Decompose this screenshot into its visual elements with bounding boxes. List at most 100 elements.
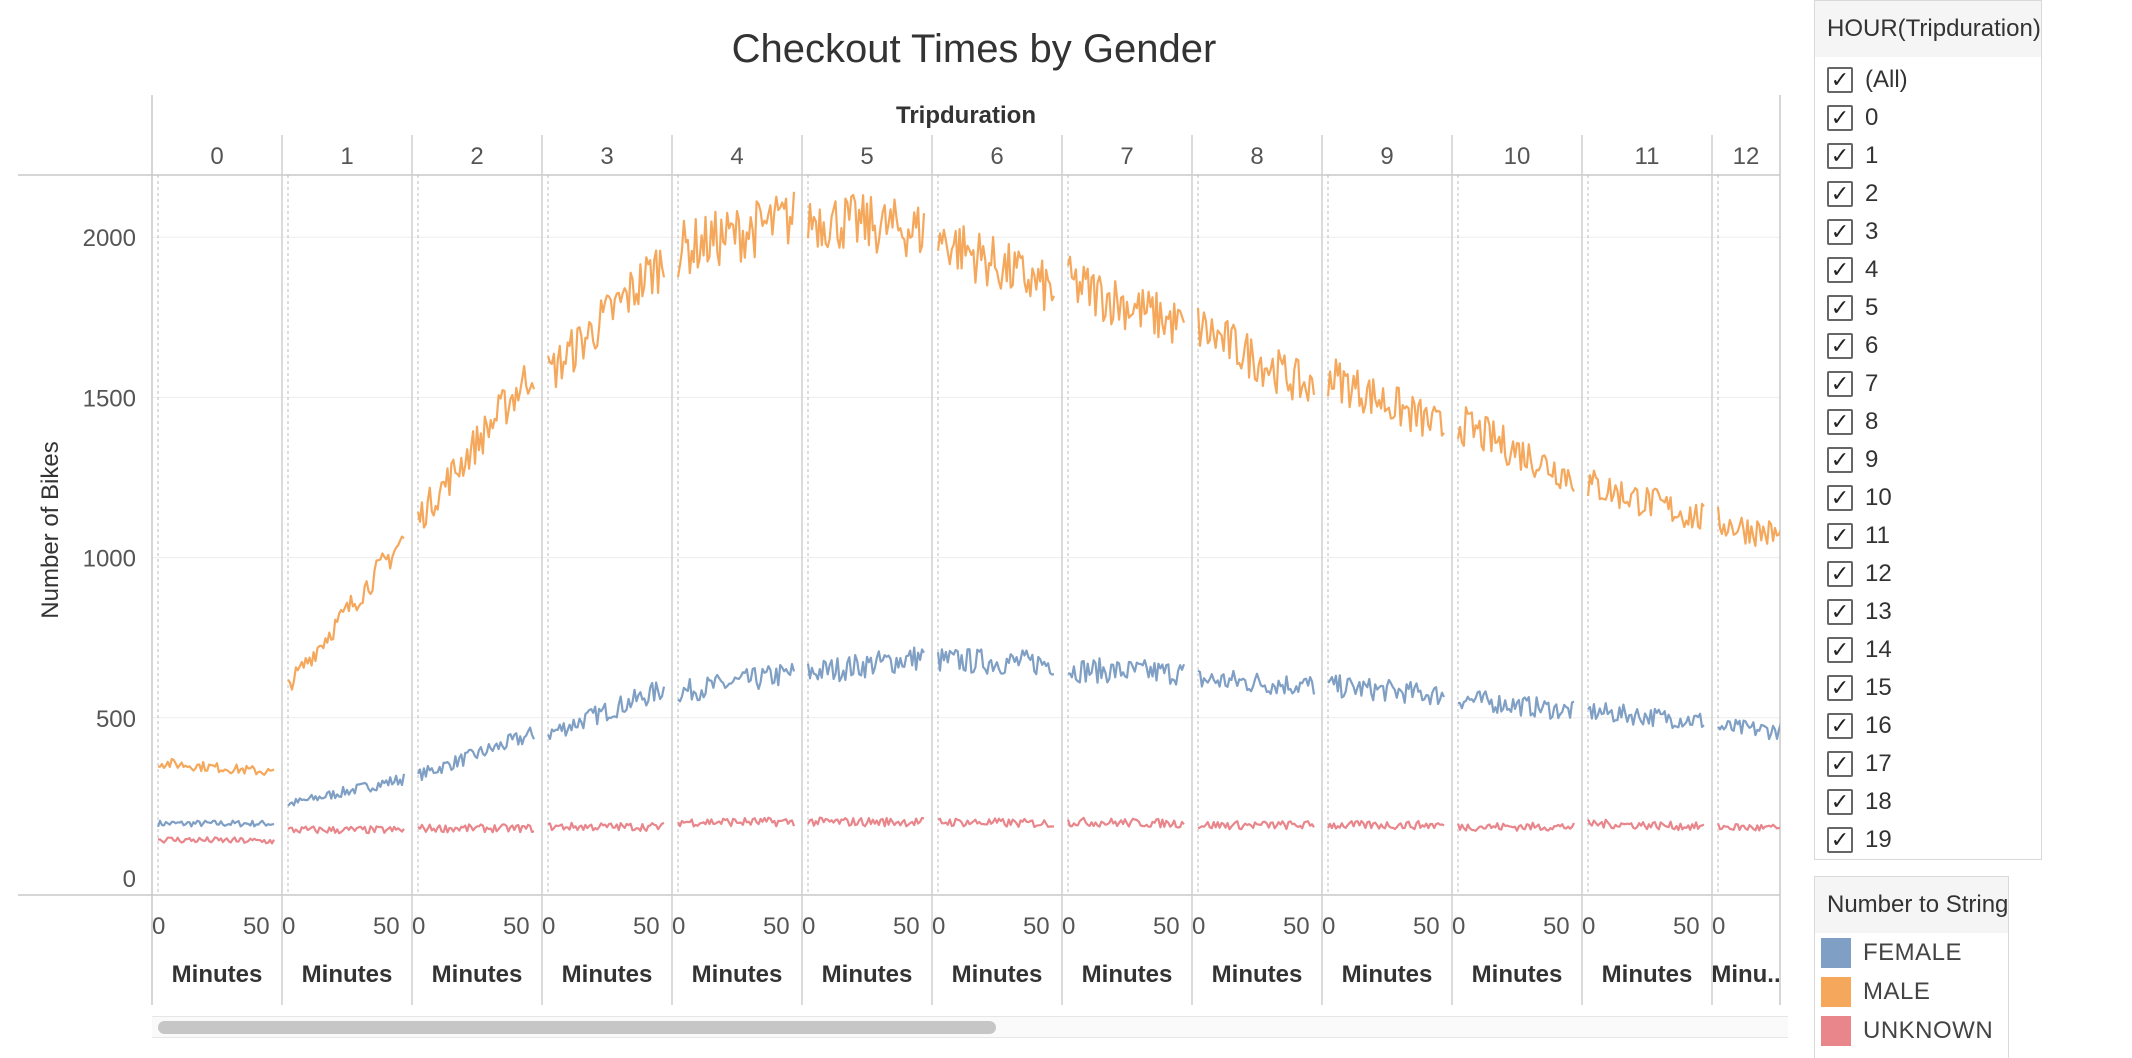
checkbox-checked-icon[interactable]: ✓	[1827, 143, 1853, 169]
filter-item[interactable]: ✓ 16	[1815, 707, 2041, 745]
filter-item[interactable]: ✓ 4	[1815, 251, 2041, 289]
x-tick-label: 0	[282, 913, 295, 940]
checkbox-checked-icon[interactable]: ✓	[1827, 789, 1853, 815]
checkbox-checked-icon[interactable]: ✓	[1827, 67, 1853, 93]
filter-item[interactable]: ✓ (All)	[1815, 61, 2041, 99]
filter-item[interactable]: ✓ 9	[1815, 441, 2041, 479]
scrollbar-thumb[interactable]	[158, 1021, 996, 1034]
filter-item[interactable]: ✓ 15	[1815, 669, 2041, 707]
x-axis-title: Minutes	[1342, 961, 1433, 988]
series-line-female	[806, 646, 925, 683]
x-tick-label: 50	[503, 913, 530, 940]
x-axis-title: Minutes	[432, 961, 523, 988]
panel-header-label: 7	[1120, 143, 1133, 170]
filter-item[interactable]: ✓ 7	[1815, 365, 2041, 403]
series-line-male	[1196, 308, 1316, 402]
checkbox-checked-icon[interactable]: ✓	[1827, 257, 1853, 283]
checkbox-checked-icon[interactable]: ✓	[1827, 371, 1853, 397]
x-axis-title: Minutes	[302, 961, 393, 988]
x-axis-title: Minutes	[952, 961, 1043, 988]
filter-item[interactable]: ✓ 19	[1815, 821, 2041, 859]
checkbox-checked-icon[interactable]: ✓	[1827, 295, 1853, 321]
panel-headers: 0 1 2 3 4 5 6 7 8 9 10 11 12	[210, 143, 1759, 170]
filter-item[interactable]: ✓ 17	[1815, 745, 2041, 783]
x-tick-label: 0	[1322, 913, 1335, 940]
y-axis: 0 500 1000 1500 2000	[83, 225, 136, 893]
series-line-unknown	[937, 817, 1055, 829]
x-tick-label: 50	[373, 913, 400, 940]
checkbox-checked-icon[interactable]: ✓	[1827, 751, 1853, 777]
checkbox-checked-icon[interactable]: ✓	[1827, 675, 1853, 701]
filter-item[interactable]: ✓ 18	[1815, 783, 2041, 821]
x-tick-label: 50	[1023, 913, 1050, 940]
series-line-female	[1457, 690, 1575, 720]
checkbox-checked-icon[interactable]: ✓	[1827, 485, 1853, 511]
checkbox-checked-icon[interactable]: ✓	[1827, 105, 1853, 131]
x-tick-label: 0	[932, 913, 945, 940]
x-tick-label: 50	[763, 913, 790, 940]
filter-item[interactable]: ✓ 1	[1815, 137, 2041, 175]
x-axis-title: Minutes	[1602, 961, 1693, 988]
checkbox-checked-icon[interactable]: ✓	[1827, 637, 1853, 663]
filter-item[interactable]: ✓ 2	[1815, 175, 2041, 213]
filter-item-label: 19	[1865, 826, 1892, 853]
panel-header-label: 9	[1380, 143, 1393, 170]
x-tick-label: 50	[893, 913, 920, 940]
filter-item[interactable]: ✓ 3	[1815, 213, 2041, 251]
checkbox-checked-icon[interactable]: ✓	[1827, 181, 1853, 207]
series-line-male	[157, 757, 275, 776]
checkbox-checked-icon[interactable]: ✓	[1827, 561, 1853, 587]
filter-item-label: (All)	[1865, 66, 1908, 93]
filter-item[interactable]: ✓ 6	[1815, 327, 2041, 365]
y-tick-label: 0	[123, 866, 136, 893]
filter-item-label: 8	[1865, 408, 1879, 435]
chart-title: Checkout Times by Gender	[732, 27, 1217, 71]
panel-header-label: 1	[340, 143, 353, 170]
series-line-male	[1066, 255, 1186, 344]
horizontal-scrollbar[interactable]	[152, 1016, 1788, 1038]
x-axis-title: Minutes	[562, 961, 653, 988]
filter-item-label: 10	[1865, 484, 1892, 511]
legend-item[interactable]: UNKNOWN	[1815, 1011, 2008, 1050]
legend-panel: Number to String FEMALE MALE UNKNOWN	[1814, 876, 2010, 1058]
legend-panel-title: Number to String	[1815, 877, 2009, 933]
x-tick-label: 50	[1543, 913, 1570, 940]
checkbox-checked-icon[interactable]: ✓	[1827, 219, 1853, 245]
series-line-female	[287, 773, 406, 807]
legend-item[interactable]: MALE	[1815, 972, 2008, 1011]
filter-item[interactable]: ✓ 14	[1815, 631, 2041, 669]
legend-label: UNKNOWN	[1863, 1016, 1994, 1044]
filter-item-label: 18	[1865, 788, 1892, 815]
panel-header-label: 4	[730, 143, 743, 170]
filter-item[interactable]: ✓ 13	[1815, 593, 2041, 631]
series-line-unknown	[1066, 816, 1185, 829]
series-line-unknown	[547, 821, 665, 832]
series-line-unknown	[1197, 820, 1315, 831]
checkbox-checked-icon[interactable]: ✓	[1827, 713, 1853, 739]
filter-item[interactable]: ✓ 0	[1815, 99, 2041, 137]
checkbox-checked-icon[interactable]: ✓	[1827, 409, 1853, 435]
checkbox-checked-icon[interactable]: ✓	[1827, 827, 1853, 853]
series-line-female	[1067, 657, 1186, 686]
series-line-unknown	[417, 823, 535, 834]
filter-item-label: 0	[1865, 104, 1879, 131]
filter-item[interactable]: ✓ 11	[1815, 517, 2041, 555]
filter-item[interactable]: ✓ 10	[1815, 479, 2041, 517]
checkbox-checked-icon[interactable]: ✓	[1827, 523, 1853, 549]
series-line-unknown	[807, 816, 925, 828]
series-line-male	[1586, 469, 1705, 530]
filter-list: ✓ (All) ✓ 0 ✓ 1 ✓ 2 ✓ 3 ✓ 4 ✓ 5 ✓ 6 ✓ 7 ✓ 8 ✓ 9 ✓ 10 ✓ 11 ✓ 12 ✓ 13 ✓ 1…	[1815, 57, 2041, 859]
checkbox-checked-icon[interactable]: ✓	[1827, 447, 1853, 473]
filter-item-label: 1	[1865, 142, 1879, 169]
checkbox-checked-icon[interactable]: ✓	[1827, 333, 1853, 359]
filter-item-label: 6	[1865, 332, 1879, 359]
checkbox-checked-icon[interactable]: ✓	[1827, 599, 1853, 625]
filter-item[interactable]: ✓ 12	[1815, 555, 2041, 593]
filter-item-label: 12	[1865, 560, 1892, 587]
filter-item-label: 3	[1865, 218, 1879, 245]
x-tick-label: 0	[802, 913, 815, 940]
filter-item[interactable]: ✓ 5	[1815, 289, 2041, 327]
legend-item[interactable]: FEMALE	[1815, 933, 2008, 972]
filter-item[interactable]: ✓ 8	[1815, 403, 2041, 441]
series-line-female	[1327, 674, 1446, 706]
